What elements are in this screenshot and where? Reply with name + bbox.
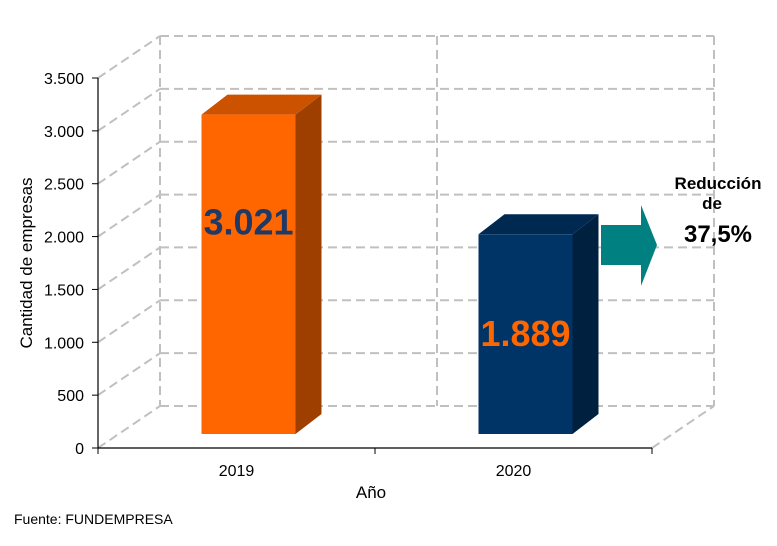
bar-top (201, 94, 322, 115)
x-axis-title: Año (356, 483, 386, 502)
x-tick-label: 2019 (219, 463, 255, 480)
y-tick-labels: 0 500 1.000 1.500 2.000 2.500 3.000 3.500 (44, 71, 84, 458)
y-tick-label: 0 (75, 441, 84, 458)
gridline-depth (97, 405, 161, 449)
annotation-line-1: Reducción (675, 174, 762, 193)
y-tick-label: 2.500 (44, 177, 84, 194)
data-label: 3.021 (203, 201, 293, 242)
gridline-depth (97, 140, 161, 185)
gridline-floor-edge (651, 405, 715, 449)
y-tick-label: 1.500 (44, 282, 84, 299)
bars: 3.021 1.889 (201, 94, 599, 434)
reduction-annotation: Reducción de 37,5% (601, 174, 761, 286)
bar-front (201, 114, 296, 434)
bar-side (572, 214, 599, 434)
bar-top (478, 214, 599, 235)
source-value: FUNDEMPRESA (65, 511, 173, 527)
gridline-depth (97, 88, 161, 132)
gridline-depth (97, 352, 161, 396)
x-tick-label: 2020 (496, 463, 532, 480)
y-tick-label: 500 (57, 388, 84, 405)
annotation-line-3: 37,5% (684, 221, 752, 248)
gridline-depth (97, 246, 161, 291)
gridline-depth (97, 193, 161, 238)
y-tick-label: 3.000 (44, 124, 84, 141)
gridline-depth (97, 35, 161, 79)
gridline-depth (97, 299, 161, 344)
data-label: 1.889 (480, 313, 570, 354)
bar-side (295, 94, 322, 434)
bar-2019: 3.021 (201, 94, 322, 434)
annotation-line-2: de (702, 194, 722, 213)
bar-2020: 1.889 (478, 214, 599, 434)
axes (92, 77, 653, 454)
y-tick-label: 1.000 (44, 335, 84, 352)
x-tick-labels: 2019 2020 (219, 463, 532, 480)
source-note: Fuente: FUNDEMPRESA (14, 511, 173, 527)
bar-front (478, 234, 573, 434)
y-tick-label: 3.500 (44, 71, 84, 88)
y-axis-title: Cantidad de empresas (17, 177, 36, 348)
y-tick-label: 2.000 (44, 230, 84, 247)
source-label: Fuente: (14, 511, 62, 527)
right-arrow-icon (601, 205, 657, 286)
